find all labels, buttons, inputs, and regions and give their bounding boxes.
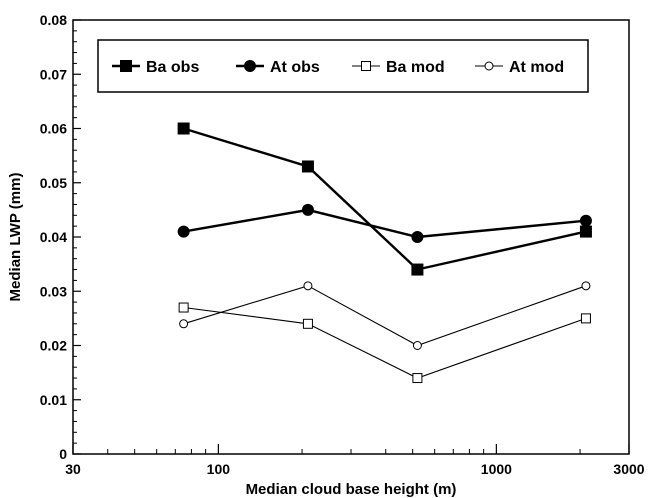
data-point — [580, 313, 591, 324]
y-tick-label: 0.03 — [40, 283, 67, 299]
legend-items: Ba obs At obs Ba mod At mod — [112, 59, 564, 76]
series-at-mod — [179, 281, 591, 350]
data-point — [303, 281, 313, 291]
legend-swatch-marker — [120, 60, 132, 72]
data-point — [412, 341, 422, 350]
data-point — [411, 263, 424, 276]
legend-label: Ba mod — [386, 59, 445, 76]
legend-label: Ba obs — [146, 59, 199, 76]
legend-label: At obs — [270, 59, 320, 76]
data-point — [302, 318, 313, 329]
x-tick-label: 100 — [207, 461, 231, 477]
series-line — [183, 127, 587, 271]
x-tick-label: 30 — [65, 461, 81, 477]
major-ticks — [72, 19, 630, 455]
data-point — [581, 281, 591, 291]
legend: Ba obs At obs Ba mod At mod — [97, 39, 589, 93]
data-point — [301, 160, 314, 173]
minor-ticks — [73, 30, 581, 454]
series-line — [183, 208, 587, 239]
y-tick-label: 0.08 — [40, 12, 67, 28]
data-point — [301, 203, 314, 216]
y-tick-label: 0.01 — [40, 392, 67, 408]
legend-box — [97, 39, 589, 93]
y-tick-label: 0.06 — [40, 121, 67, 137]
x-tick-label: 1000 — [481, 461, 512, 477]
legend-swatch-marker — [244, 60, 256, 72]
data-point — [177, 122, 190, 135]
legend-swatch-marker — [361, 61, 371, 71]
series-ba-obs — [177, 122, 592, 276]
data-point — [177, 225, 190, 238]
legend-item: At mod — [475, 59, 564, 76]
series-line — [183, 285, 587, 347]
legend-item: Ba mod — [352, 59, 445, 76]
y-tick-label: 0.05 — [40, 175, 67, 191]
x-axis-title: Median cloud base height (m) — [246, 481, 457, 498]
series-ba-mod — [178, 302, 591, 384]
legend-swatch-marker — [484, 61, 494, 71]
x-tick-label: 3000 — [613, 461, 644, 477]
y-tick-label: 0 — [59, 446, 67, 462]
data-point — [579, 214, 592, 227]
data-point — [178, 302, 189, 313]
data-point — [411, 231, 424, 243]
data-point — [412, 373, 423, 384]
tick-labels: 0 0.01 0.02 0.03 0.04 0.05 0.06 0.07 0.08 30 100 10… — [40, 12, 645, 477]
y-tick-label: 0.04 — [40, 229, 67, 245]
data-point — [179, 319, 189, 329]
legend-item: Ba obs — [112, 59, 199, 76]
y-axis-title: Median LWP (mm) — [7, 173, 24, 302]
legend-item: At obs — [236, 59, 320, 76]
y-tick-label: 0.07 — [40, 66, 67, 82]
legend-label: At mod — [509, 59, 564, 76]
data-point — [579, 225, 592, 238]
y-tick-label: 0.02 — [40, 338, 67, 354]
series-at-obs — [177, 203, 592, 243]
series-layer — [177, 122, 592, 384]
series-line — [183, 306, 587, 379]
